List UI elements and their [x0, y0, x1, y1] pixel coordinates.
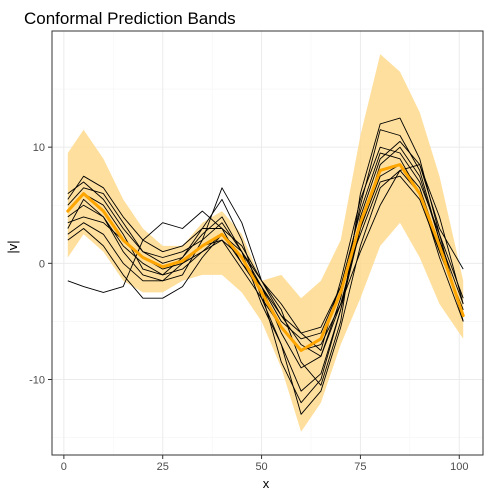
mean-curve	[66, 163, 465, 352]
x-tick-label: 100	[450, 461, 468, 473]
chart-title: Conformal Prediction Bands	[24, 9, 236, 28]
y-tick-label: -10	[29, 374, 45, 386]
y-axis-title: |v|	[5, 240, 20, 253]
prediction-band-layer	[67, 54, 464, 432]
curve-layer	[67, 117, 464, 415]
y-tick-label: 10	[33, 142, 45, 154]
x-tick-label: 50	[255, 461, 267, 473]
curve-5	[67, 164, 464, 392]
y-tick-label: 0	[39, 258, 45, 270]
x-axis-title: x	[263, 476, 270, 491]
axes: 0 25 50 75 100 -10 0 10	[29, 142, 468, 473]
x-tick-label: 0	[61, 461, 67, 473]
x-tick-label: 25	[157, 461, 169, 473]
x-tick-label: 75	[354, 461, 366, 473]
mean-curve-layer	[66, 163, 465, 352]
curve-9	[67, 146, 464, 357]
panel-border	[51, 30, 484, 456]
prediction-band	[67, 54, 464, 432]
